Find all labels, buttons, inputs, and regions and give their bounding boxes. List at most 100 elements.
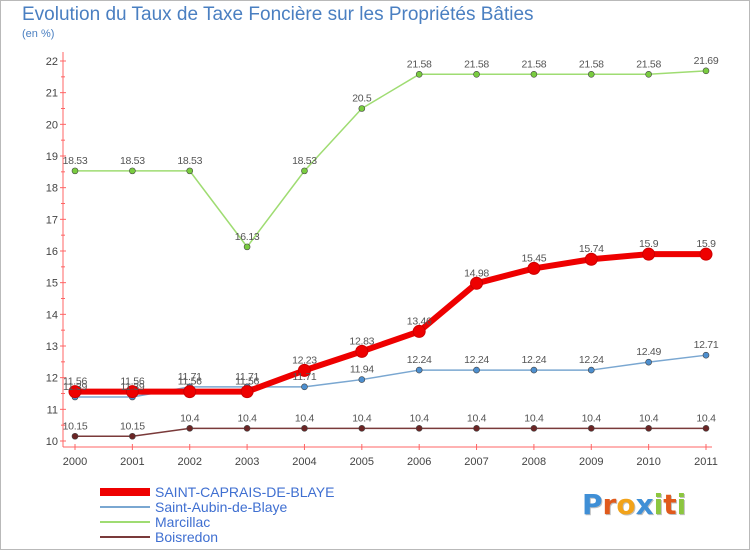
logo-letter: i <box>653 488 664 521</box>
y-tick-label: 15 <box>46 278 58 290</box>
y-tick-label: 13 <box>46 341 58 353</box>
y-tick-label: 12 <box>46 373 58 385</box>
data-point <box>297 363 311 377</box>
line-chart: 10 11 12 13 14 15 16 17 18 19 20 21 22 2000 2001 2002 20… <box>46 52 719 468</box>
logo-letter: t <box>663 488 677 521</box>
legend-swatch <box>100 521 150 523</box>
data-label: 10.15 <box>63 420 88 432</box>
data-label: 11.71 <box>235 371 259 383</box>
x-tick-label: 2007 <box>464 456 488 468</box>
data-point <box>527 261 541 275</box>
data-label: 21.58 <box>636 58 661 70</box>
legend-swatch <box>100 488 150 496</box>
data-point <box>186 425 194 432</box>
data-label: 12.24 <box>464 354 489 366</box>
data-label: 10.4 <box>582 412 602 424</box>
data-point <box>183 385 197 399</box>
data-point <box>125 385 139 399</box>
y-tick-label: 10 <box>46 436 58 448</box>
data-point <box>645 425 652 432</box>
data-point <box>587 366 595 374</box>
proxiti-logo: Proxiti <box>582 488 686 521</box>
data-point <box>301 425 308 432</box>
data-point <box>68 385 82 399</box>
x-tick-label: 2000 <box>63 456 87 468</box>
legend-item: Marcillac <box>100 514 420 530</box>
y-axis-unit-label: (en %) <box>22 28 55 40</box>
series-line-0 <box>72 251 709 395</box>
data-point <box>129 167 136 175</box>
data-point <box>702 351 710 359</box>
data-point <box>358 105 366 112</box>
data-label: 21.58 <box>464 58 489 70</box>
data-label: 11.56 <box>178 376 202 388</box>
logo-letter: x <box>635 488 654 521</box>
data-label: 12.24 <box>407 354 432 366</box>
data-point <box>645 358 652 366</box>
data-label: 18.53 <box>292 155 317 167</box>
data-point <box>240 385 254 399</box>
y-tick-label: 20 <box>46 119 58 131</box>
data-label: 10.4 <box>352 412 372 424</box>
data-label: 10.4 <box>180 412 200 424</box>
data-label: 11.71 <box>178 371 202 383</box>
data-label: 15.9 <box>639 238 659 250</box>
chart-title: Evolution du Taux de Taxe Foncière sur l… <box>22 4 534 25</box>
data-label: 11.39 <box>120 381 144 393</box>
logo-letter: P <box>582 488 603 521</box>
data-point <box>642 247 656 261</box>
x-tick-label: 2005 <box>350 456 374 468</box>
data-label: 21.69 <box>694 55 719 67</box>
series-line-2 <box>74 70 707 248</box>
data-point <box>301 383 308 391</box>
legend-label: Boisredon <box>155 529 219 545</box>
data-label: 11.39 <box>63 381 87 393</box>
data-point <box>470 276 484 290</box>
x-tick-label: 2004 <box>292 456 316 468</box>
legend-swatch <box>100 536 150 538</box>
data-point <box>702 67 710 75</box>
data-point <box>645 71 652 78</box>
data-point <box>473 366 480 374</box>
data-point <box>186 167 194 175</box>
data-point <box>530 71 538 78</box>
data-point <box>412 324 426 338</box>
data-label: 18.53 <box>120 155 145 167</box>
x-tick-label: 2002 <box>177 456 201 468</box>
data-label: 10.4 <box>295 412 315 424</box>
data-label: 10.4 <box>410 412 430 424</box>
data-label: 11.56 <box>120 376 144 388</box>
legend-item: SAINT-CAPRAIS-DE-BLAYE <box>100 484 420 500</box>
data-label: 18.53 <box>177 155 202 167</box>
x-tick-label: 2003 <box>235 456 259 468</box>
data-point <box>699 247 713 261</box>
data-label: 15.45 <box>522 252 547 264</box>
data-point <box>584 252 598 266</box>
x-tick-label: 2010 <box>636 456 660 468</box>
y-tick-label: 19 <box>46 151 58 163</box>
legend-label: Marcillac <box>155 514 211 530</box>
data-label: 21.58 <box>579 58 604 70</box>
data-label: 13.46 <box>407 315 432 327</box>
logo-letter: r <box>602 488 617 521</box>
data-point <box>587 425 595 432</box>
data-point <box>243 243 251 251</box>
data-label: 10.4 <box>237 412 257 424</box>
y-tick-label: 16 <box>46 246 58 258</box>
data-point <box>358 376 366 383</box>
data-point <box>71 432 79 440</box>
x-tick-label: 2006 <box>407 456 431 468</box>
data-point <box>587 71 595 78</box>
data-point <box>473 425 480 432</box>
data-label: 12.71 <box>694 339 719 351</box>
x-tick-label: 2009 <box>579 456 603 468</box>
legend-label: Saint-Aubin-de-Blaye <box>155 499 288 515</box>
data-label: 10.4 <box>639 412 659 424</box>
x-tick-label: 2001 <box>120 456 144 468</box>
series-line-3 <box>74 427 707 437</box>
data-point <box>71 167 79 175</box>
data-point <box>530 366 538 374</box>
data-label: 11.56 <box>63 376 87 388</box>
series-line-1 <box>74 354 707 398</box>
data-label: 15.9 <box>696 238 716 250</box>
